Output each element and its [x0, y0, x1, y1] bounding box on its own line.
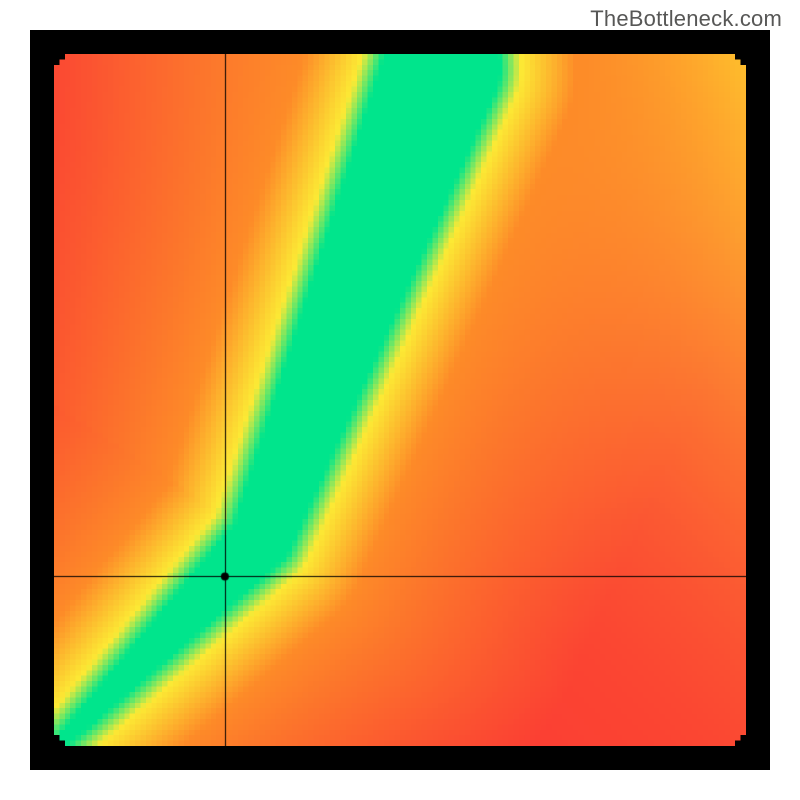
heatmap: [54, 54, 746, 746]
watermark-text: TheBottleneck.com: [590, 6, 782, 32]
plot-frame: [30, 30, 770, 770]
